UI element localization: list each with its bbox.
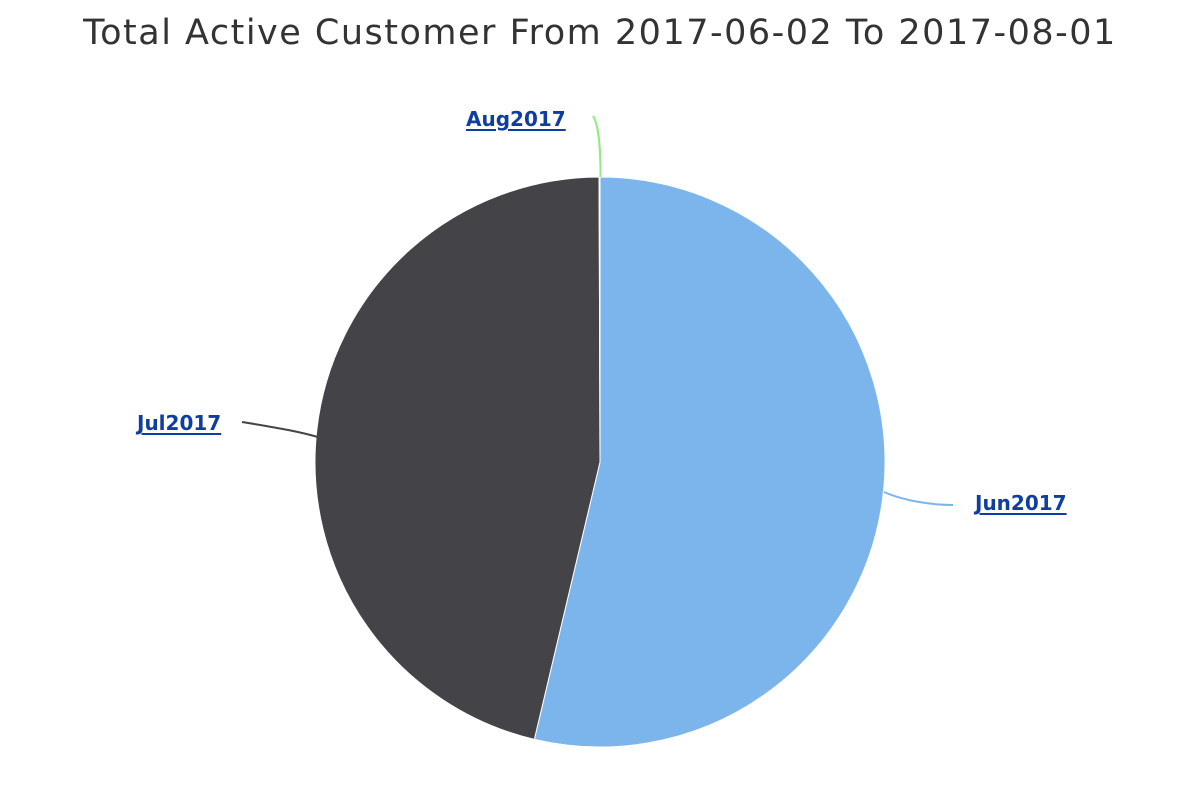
pie-slices xyxy=(314,176,886,748)
chart-title: Total Active Customer From 2017-06-02 To… xyxy=(83,13,1117,53)
pie-slice-jul2017[interactable] xyxy=(314,176,601,740)
slice-label-text: Aug2017 xyxy=(466,107,566,131)
slice-label-jul2017[interactable]: Jul2017 xyxy=(137,411,221,435)
connector-jun2017 xyxy=(883,491,954,506)
slice-label-aug2017[interactable]: Aug2017 xyxy=(466,107,566,131)
pie-slice-jun2017[interactable] xyxy=(533,176,886,748)
slice-label-text: Jul2017 xyxy=(137,411,222,435)
connector-jul2017 xyxy=(241,421,322,439)
connector-aug2017 xyxy=(592,115,602,178)
slice-label-jun2017[interactable]: Jun2017 xyxy=(975,491,1067,515)
slice-label-text: Jun2017 xyxy=(975,491,1067,515)
